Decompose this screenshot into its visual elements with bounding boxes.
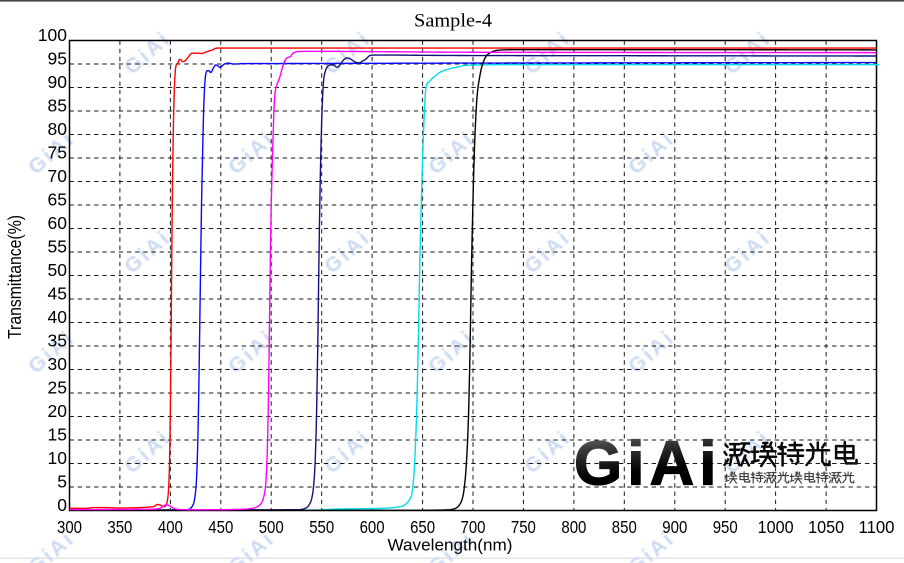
svg-text:1100: 1100 (859, 517, 895, 537)
svg-text:650: 650 (410, 517, 435, 537)
svg-text:35: 35 (48, 331, 67, 351)
svg-text:350: 350 (107, 517, 132, 537)
svg-text:30: 30 (48, 354, 68, 374)
svg-text:550: 550 (309, 517, 334, 537)
svg-text:40: 40 (48, 307, 68, 327)
svg-text:500: 500 (259, 517, 284, 537)
svg-text:15: 15 (48, 425, 67, 445)
svg-text:70: 70 (48, 166, 68, 186)
svg-text:900: 900 (662, 517, 687, 537)
svg-text:1000: 1000 (758, 517, 794, 537)
svg-text:60: 60 (48, 213, 68, 233)
svg-text:0: 0 (57, 495, 67, 515)
svg-text:600: 600 (360, 517, 385, 537)
svg-text:10: 10 (48, 448, 68, 468)
svg-text:85: 85 (48, 96, 67, 116)
svg-text:Transmittance(%): Transmittance(%) (5, 215, 25, 339)
svg-text:700: 700 (461, 517, 486, 537)
svg-text:45: 45 (48, 284, 67, 304)
svg-text:300: 300 (57, 517, 82, 537)
svg-text:100: 100 (38, 25, 67, 45)
svg-text:5: 5 (57, 472, 67, 492)
svg-text:55: 55 (48, 237, 67, 257)
svg-text:800: 800 (561, 517, 586, 537)
svg-text:950: 950 (713, 517, 738, 537)
svg-text:GiAi: GiAi (574, 430, 721, 499)
svg-text:65: 65 (48, 190, 67, 210)
svg-text:850: 850 (612, 517, 637, 537)
svg-text:95: 95 (48, 49, 67, 69)
svg-text:750: 750 (511, 517, 536, 537)
svg-text:400: 400 (158, 517, 183, 537)
svg-text:25: 25 (48, 378, 67, 398)
svg-text:450: 450 (208, 517, 233, 537)
svg-text:Sample-4: Sample-4 (414, 11, 493, 32)
svg-text:Wavelength(nm): Wavelength(nm) (388, 536, 513, 555)
svg-text:50: 50 (48, 260, 68, 280)
svg-text:80: 80 (48, 119, 68, 139)
svg-text:1050: 1050 (808, 517, 844, 537)
svg-text:20: 20 (48, 401, 68, 421)
svg-text:75: 75 (48, 143, 67, 163)
svg-text:90: 90 (48, 72, 68, 92)
